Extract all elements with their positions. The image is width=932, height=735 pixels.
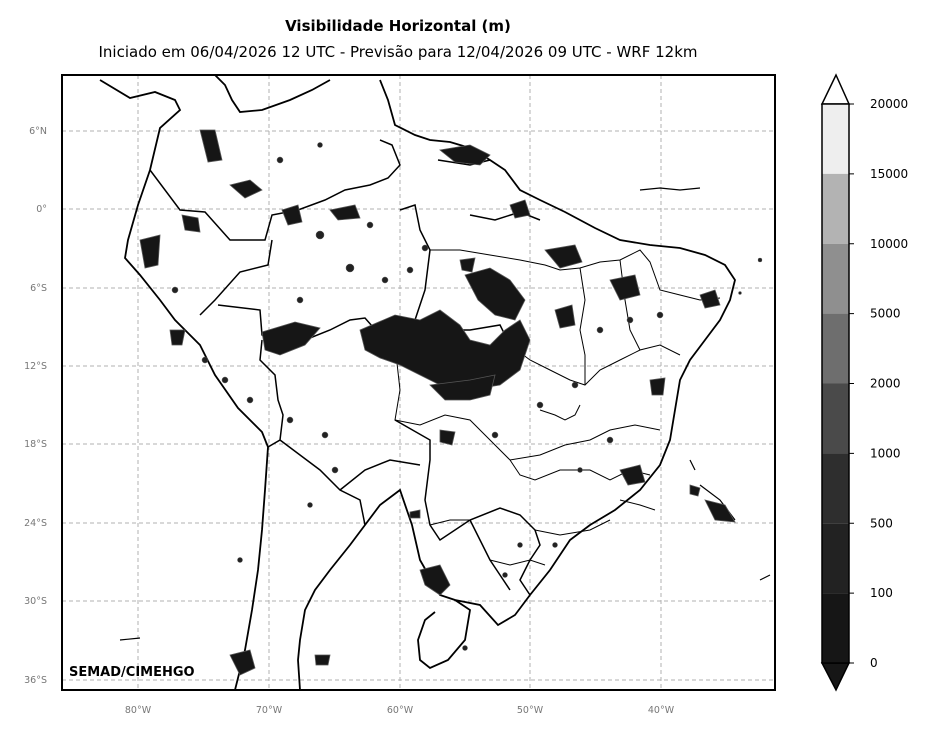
grid-lines: [62, 75, 775, 690]
colorbar-tick-label: 15000: [870, 167, 908, 181]
lat-tick: 36°S: [24, 675, 47, 686]
lon-tick: 40°W: [648, 705, 675, 716]
state-borders: [394, 249, 721, 566]
island-outline: [119, 187, 771, 641]
colorbar-tick-label: 100: [870, 586, 893, 600]
lat-tick: 6°S: [30, 283, 47, 294]
lat-tick: 0°: [36, 204, 47, 215]
colorbar-segment: [822, 104, 849, 174]
colorbar-segment: [822, 383, 849, 454]
scattered-fog-cells: [171, 142, 763, 651]
colorbar-segment: [822, 313, 849, 384]
colorbar-extend-bottom: [820, 662, 851, 692]
lat-tick: 18°S: [24, 439, 47, 450]
lon-tick: 80°W: [125, 705, 152, 716]
colorbar-segment: [822, 593, 849, 663]
colorbar-tick-label: 10000: [870, 237, 908, 251]
colorbar-tick-label: 5000: [870, 307, 901, 321]
colorbar-segment: [822, 243, 849, 314]
colorbar-segment: [822, 453, 849, 524]
colorbar-tick-label: 20000: [870, 97, 908, 111]
low-visibility-areas: [139, 129, 736, 676]
lat-tick: 12°S: [24, 361, 47, 372]
colorbar-segment: [822, 173, 849, 244]
map-title: Visibilidade Horizontal (m): [285, 17, 511, 35]
lat-tick: 30°S: [24, 596, 47, 607]
lat-tick-labels: 6°N 0° 6°S 12°S 18°S 24°S 30°S 36°S: [24, 126, 47, 686]
colorbar-extend-top: [820, 73, 851, 105]
lat-tick: 24°S: [24, 518, 47, 529]
lon-tick-labels: 80°W 70°W 60°W 50°W 40°W: [125, 705, 675, 716]
credit-label: SEMAD/CIMEHGO: [69, 665, 195, 680]
colorbar-tick-label: 1000: [870, 446, 901, 460]
colorbar-tick-label: 2000: [870, 377, 901, 391]
map-subtitle: Iniciado em 06/04/2026 12 UTC - Previsão…: [98, 43, 698, 61]
lat-tick: 6°N: [29, 126, 47, 137]
map-frame: [61, 74, 776, 691]
south-america-coastline: [99, 75, 736, 690]
colorbar-tick-label: 500: [870, 516, 893, 530]
lon-tick: 60°W: [387, 705, 414, 716]
lon-tick: 50°W: [517, 705, 544, 716]
colorbar-segment: [822, 523, 849, 594]
colorbar-tick-label: 0: [870, 656, 878, 670]
lon-tick: 70°W: [256, 705, 283, 716]
